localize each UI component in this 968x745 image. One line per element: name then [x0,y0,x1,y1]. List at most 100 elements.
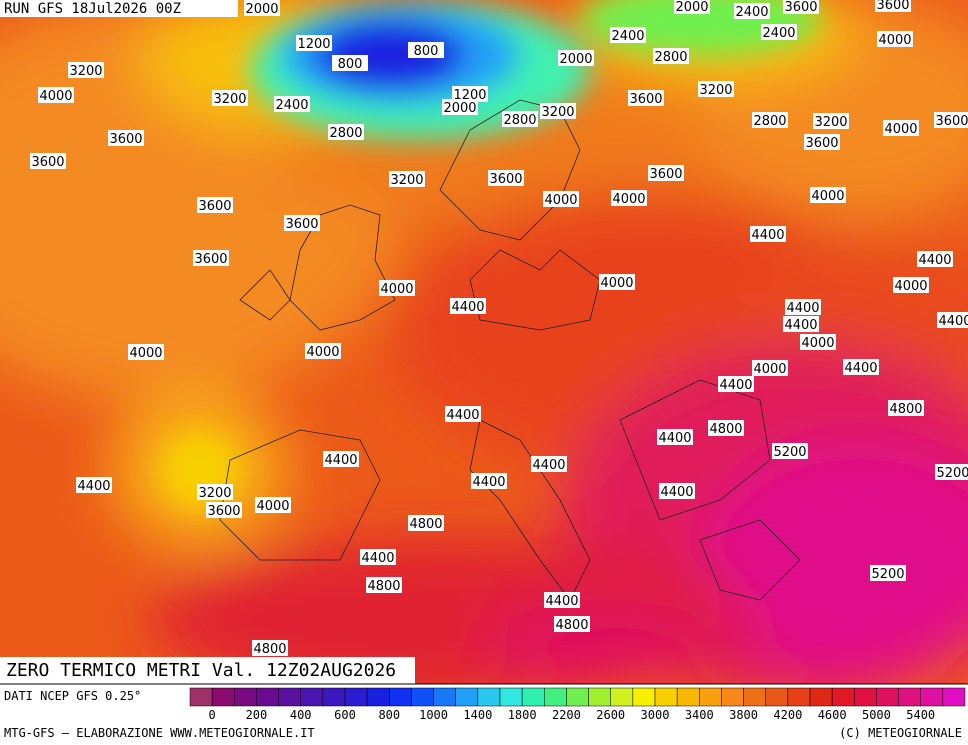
contour-value: 3600 [489,172,522,187]
contour-label: 2000 [558,50,594,67]
contour-label: 3200 [197,484,233,501]
contour-value: 2800 [329,126,362,141]
contour-label: 800 [408,42,444,59]
label-box [610,27,646,43]
legend-swatch [256,687,279,707]
label-box [408,42,444,58]
contour-label: 2400 [761,24,797,41]
contour-value: 2800 [654,50,687,65]
contour-label: 5200 [772,443,808,460]
legend-label: 3400 [685,708,714,722]
label-box [471,473,507,489]
contour-label: 4800 [554,616,590,633]
legend-swatch [787,687,811,707]
contour-label: 3600 [108,130,144,147]
contour-value: 4400 [451,300,484,315]
contour-value: 4400 [532,458,565,473]
label-box [785,299,821,315]
contour-value: 4400 [719,378,752,393]
contour-label: 800 [332,55,368,72]
contour-label: 4400 [718,376,754,393]
label-box [502,111,538,127]
contour-label: 4000 [810,187,846,204]
contour-label: 2400 [274,96,310,113]
contour-label: 4000 [752,360,788,377]
label-box [442,99,478,115]
contour-value: 4000 [256,499,289,514]
contour-value: 4000 [129,346,162,361]
contour-value: 2800 [503,113,536,128]
contour-label: 3200 [212,90,248,107]
label-box [305,343,341,359]
label-box [445,406,481,422]
contour-label: 4400 [471,473,507,490]
legend-swatch [942,687,966,707]
legend-swatch [809,687,833,707]
legend-label: 2600 [596,708,625,722]
contour-value: 4400 [918,253,951,268]
legend-swatch [743,687,766,707]
footer-right: (C) METEOGIORNALE [839,726,962,740]
contour-value: 4000 [801,336,834,351]
contour-value: 2000 [559,52,592,67]
legend-label: 5000 [862,708,891,722]
label-box [296,35,332,51]
legend-swatch [920,687,944,707]
contour-value: 3200 [198,486,231,501]
label-box [197,484,233,500]
label-box [628,90,664,106]
contour-label: 5200 [935,464,968,481]
legend-swatch [521,687,545,707]
label-box [917,251,953,267]
label-box [452,86,488,102]
contour-label: 4000 [893,277,929,294]
legend-swatch [344,687,368,707]
contour-value: 4400 [660,485,693,500]
contour-value: 800 [338,57,363,72]
label-box [360,549,396,565]
label-box [244,0,280,16]
legend-swatch [632,687,656,707]
label-box [389,171,425,187]
contour-value: 4000 [306,345,339,360]
label-box [937,312,968,328]
contour-value: 5200 [936,466,968,481]
contour-label: 4000 [305,343,341,360]
label-box [543,191,579,207]
label-box [544,592,580,608]
contour-value: 4000 [612,192,645,207]
contour-label: 4400 [531,456,567,473]
contour-label: 4800 [252,640,288,657]
contour-label: 4000 [800,334,836,351]
legend-label: 4200 [773,708,802,722]
contour-value: 4400 [658,431,691,446]
legend-label: 1400 [463,708,492,722]
label-box [883,120,919,136]
label-box [772,443,808,459]
legend-label: 1800 [508,708,537,722]
label-box [255,497,291,513]
contour-label: 4400 [783,316,819,333]
label-box [718,376,754,392]
label-box [488,170,524,186]
label-box [813,113,849,129]
legend-label: 800 [378,708,400,722]
legend-swatch [477,687,501,707]
contour-value: 3600 [935,114,968,129]
contour-value: 4000 [894,279,927,294]
contour-value: 4400 [324,453,357,468]
label-box [708,420,744,436]
contour-value: 4000 [753,362,786,377]
label-box [558,50,594,66]
contour-label: 4400 [544,592,580,609]
contour-value: 4800 [555,618,588,633]
contour-label: 4400 [750,226,786,243]
label-box [284,215,320,231]
label-box [750,226,786,242]
contour-value: 3600 [629,92,662,107]
contour-label: 2000 [442,99,478,116]
contour-label: 4400 [76,477,112,494]
contour-value: 4400 [472,475,505,490]
contour-value: 4400 [361,551,394,566]
